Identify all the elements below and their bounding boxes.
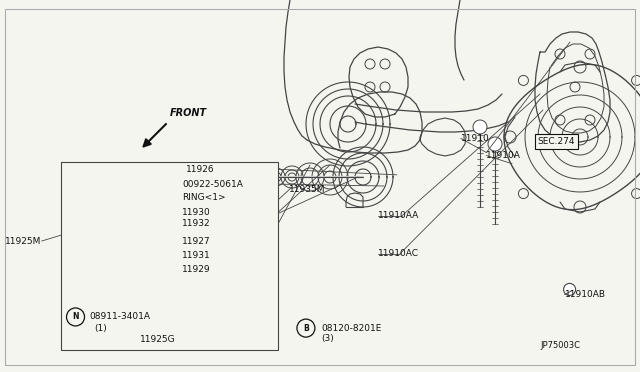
Text: 11926: 11926: [186, 165, 214, 174]
Text: 11910AA: 11910AA: [378, 211, 419, 220]
Bar: [61, 162, 278, 350]
Text: (1): (1): [95, 324, 108, 333]
Circle shape: [297, 319, 315, 337]
Text: 11929: 11929: [182, 265, 211, 274]
Text: FRONT: FRONT: [170, 108, 207, 118]
Text: 00922-5061A: 00922-5061A: [182, 180, 243, 189]
Text: (3): (3): [321, 334, 334, 343]
Text: 11932: 11932: [182, 219, 211, 228]
Text: 11910: 11910: [461, 134, 490, 143]
Circle shape: [473, 120, 487, 134]
Text: 11910AB: 11910AB: [564, 290, 605, 299]
Circle shape: [67, 308, 84, 326]
Text: 11927: 11927: [182, 237, 211, 246]
Circle shape: [564, 283, 575, 295]
Text: B: B: [303, 324, 308, 333]
Text: 11925G: 11925G: [140, 335, 175, 344]
Text: N: N: [72, 312, 79, 321]
Text: JP75003C: JP75003C: [541, 341, 581, 350]
Text: 08911-3401A: 08911-3401A: [90, 312, 150, 321]
Text: 08120-8201E: 08120-8201E: [321, 324, 381, 333]
Text: RING<1>: RING<1>: [182, 193, 226, 202]
Text: 11925M: 11925M: [5, 237, 42, 246]
Text: 11931: 11931: [182, 251, 211, 260]
Text: 11935M: 11935M: [289, 185, 326, 194]
Text: SEC.274: SEC.274: [538, 137, 575, 146]
Text: 11930: 11930: [182, 208, 211, 217]
Circle shape: [488, 137, 502, 151]
Text: 11910A: 11910A: [486, 151, 521, 160]
Text: 11910AC: 11910AC: [378, 249, 419, 258]
